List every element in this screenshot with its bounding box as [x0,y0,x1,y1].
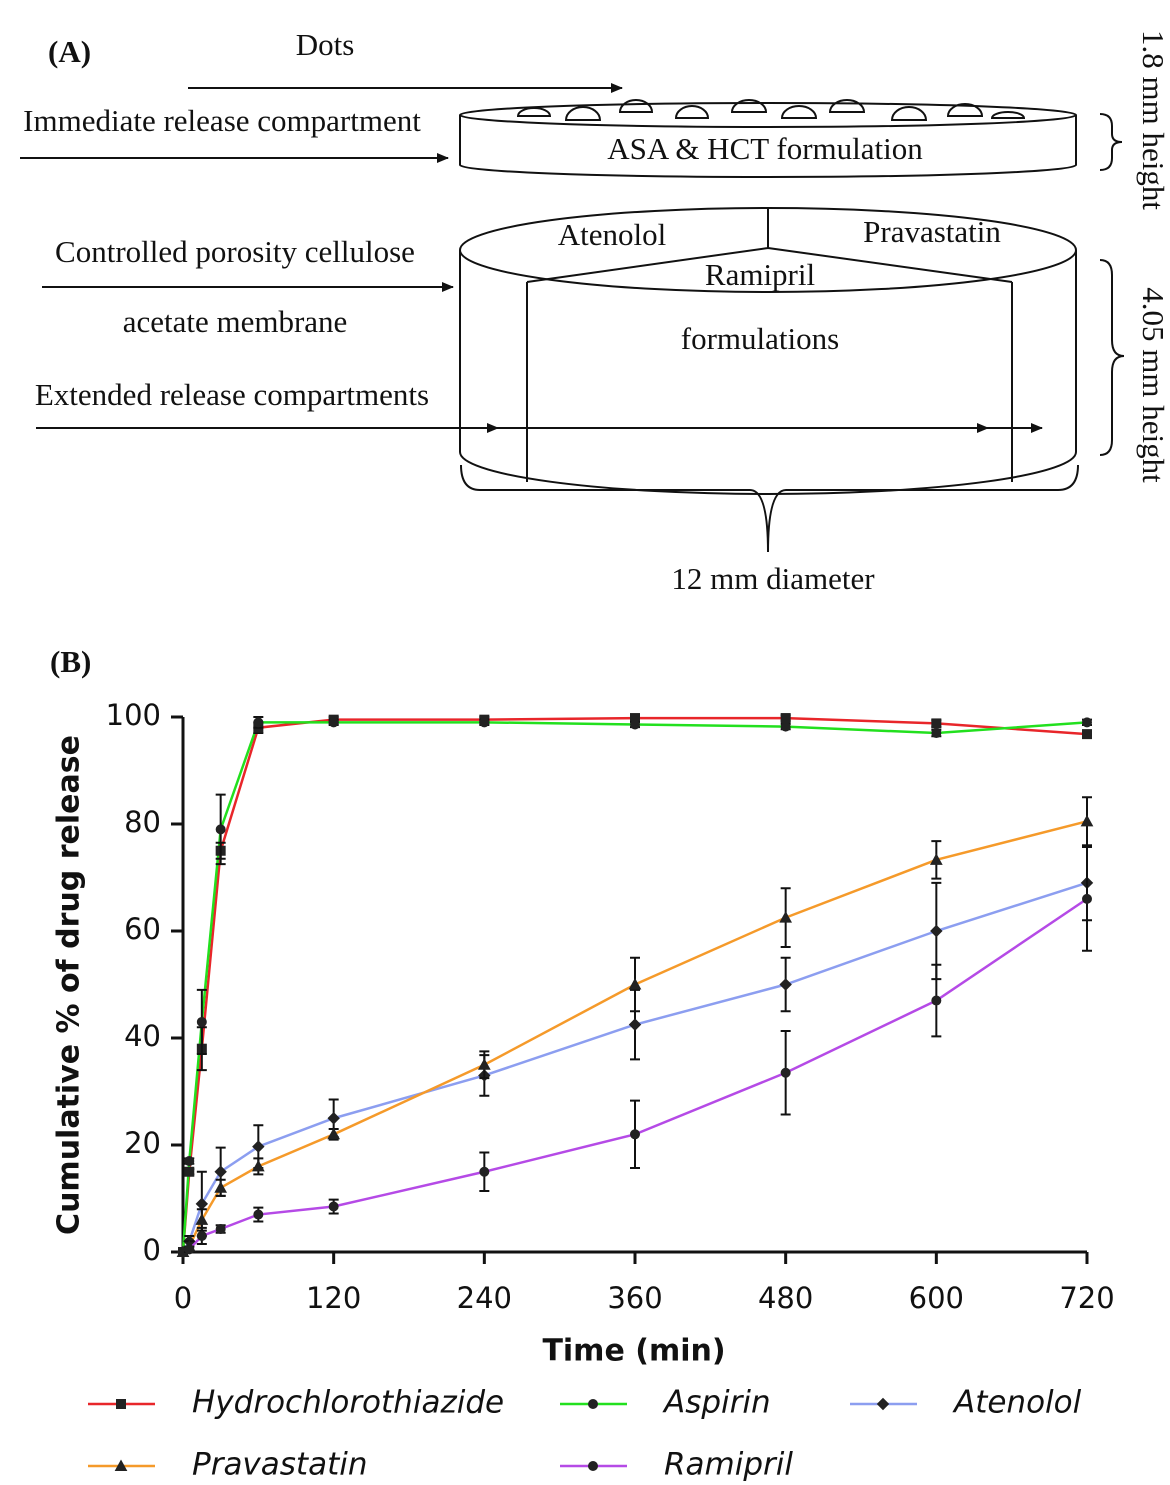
x-tick-label: 480 [758,1281,813,1315]
brace [1099,113,1123,171]
marker [196,1016,207,1027]
marker [1082,893,1092,904]
marker [930,924,943,938]
disc-body [459,115,1077,178]
label: Ramipril [705,257,815,292]
marker [215,824,226,835]
x-tick-label: 600 [909,1281,964,1315]
marker [931,995,942,1006]
marker [184,1166,195,1177]
marker [780,721,791,732]
marker [327,1127,341,1140]
label: 1.8 mm height [1136,30,1170,210]
chart: (B) Time (min) Cumulative % of drug rele… [50,644,1115,1482]
label: formulations [681,321,839,356]
x-tick-label: 360 [607,1281,662,1315]
marker [1082,729,1092,740]
dots [516,99,1026,121]
marker [184,1244,195,1255]
marker [328,1201,339,1212]
label: Controlled porosity cellulose [55,234,415,269]
brace [1099,259,1125,456]
marker [328,717,339,728]
marker [214,1181,228,1193]
legend-label: Atenolol [952,1385,1082,1421]
marker [779,911,793,923]
marker [779,978,792,991]
marker [630,719,640,730]
marker [479,1166,490,1177]
series-line [181,881,1088,1253]
legend-label: Pravastatin [192,1447,368,1483]
y-axis-title: Cumulative % of drug release [52,735,87,1235]
brace [460,464,1079,553]
y-tick-label: 80 [124,805,161,839]
legend-label: Hydrochlorothiazide [192,1385,504,1421]
marker [479,717,490,728]
y-tick-label: 60 [124,912,161,946]
legend-label: Ramipril [664,1447,793,1483]
marker [1080,814,1094,827]
partitions [526,208,1013,482]
legend-marker [114,1459,128,1471]
diagram: (A) Dots Immediate release compartment A… [20,27,1170,596]
legend-marker [588,1461,598,1471]
y-tick-label: 100 [106,698,161,732]
marker [630,1129,640,1140]
marker [253,1209,264,1220]
y-tick-label: 20 [124,1126,161,1160]
legend-marker [588,1399,598,1409]
marker [477,1058,491,1070]
marker [931,728,942,739]
marker [780,713,791,724]
disc-top [459,102,1077,128]
marker [628,977,642,990]
legend-marker [876,1397,890,1411]
cylinder-body [459,250,1077,495]
marker [195,1213,209,1225]
label: Atenolol [558,217,667,252]
marker [251,1159,265,1172]
marker [931,718,942,729]
label: 4.05 mm height [1136,287,1170,483]
marker [929,853,943,865]
marker [215,1223,226,1234]
legend-marker [116,1399,126,1409]
legend-label: Aspirin [662,1385,771,1421]
marker [1082,717,1092,728]
label: acetate membrane [123,304,348,339]
label: ASA & HCT formulation [607,131,923,166]
series-line [182,897,1088,1254]
y-tick-label: 40 [124,1019,161,1053]
label: 12 mm diameter [671,561,875,596]
marker [252,1140,265,1153]
label: Extended release compartments [35,377,429,412]
x-tick-label: 240 [457,1281,512,1315]
x-tick-label: 0 [174,1281,192,1315]
marker [214,1165,227,1178]
panel-label: (B) [50,644,91,679]
y-tick-label: 0 [143,1233,161,1267]
marker [327,1112,340,1125]
x-tick-label: 720 [1059,1281,1114,1315]
marker [253,717,264,728]
panel-label: (A) [48,34,91,69]
label: Dots [296,27,355,62]
label: Immediate release compartment [23,103,421,138]
marker [195,1197,209,1211]
marker [628,1018,642,1031]
x-tick-label: 120 [306,1281,361,1315]
marker [780,1067,791,1078]
x-axis-title: Time (min) [542,1334,725,1369]
label: Pravastatin [863,214,1001,249]
marker [196,1230,207,1241]
marker [184,1156,195,1167]
